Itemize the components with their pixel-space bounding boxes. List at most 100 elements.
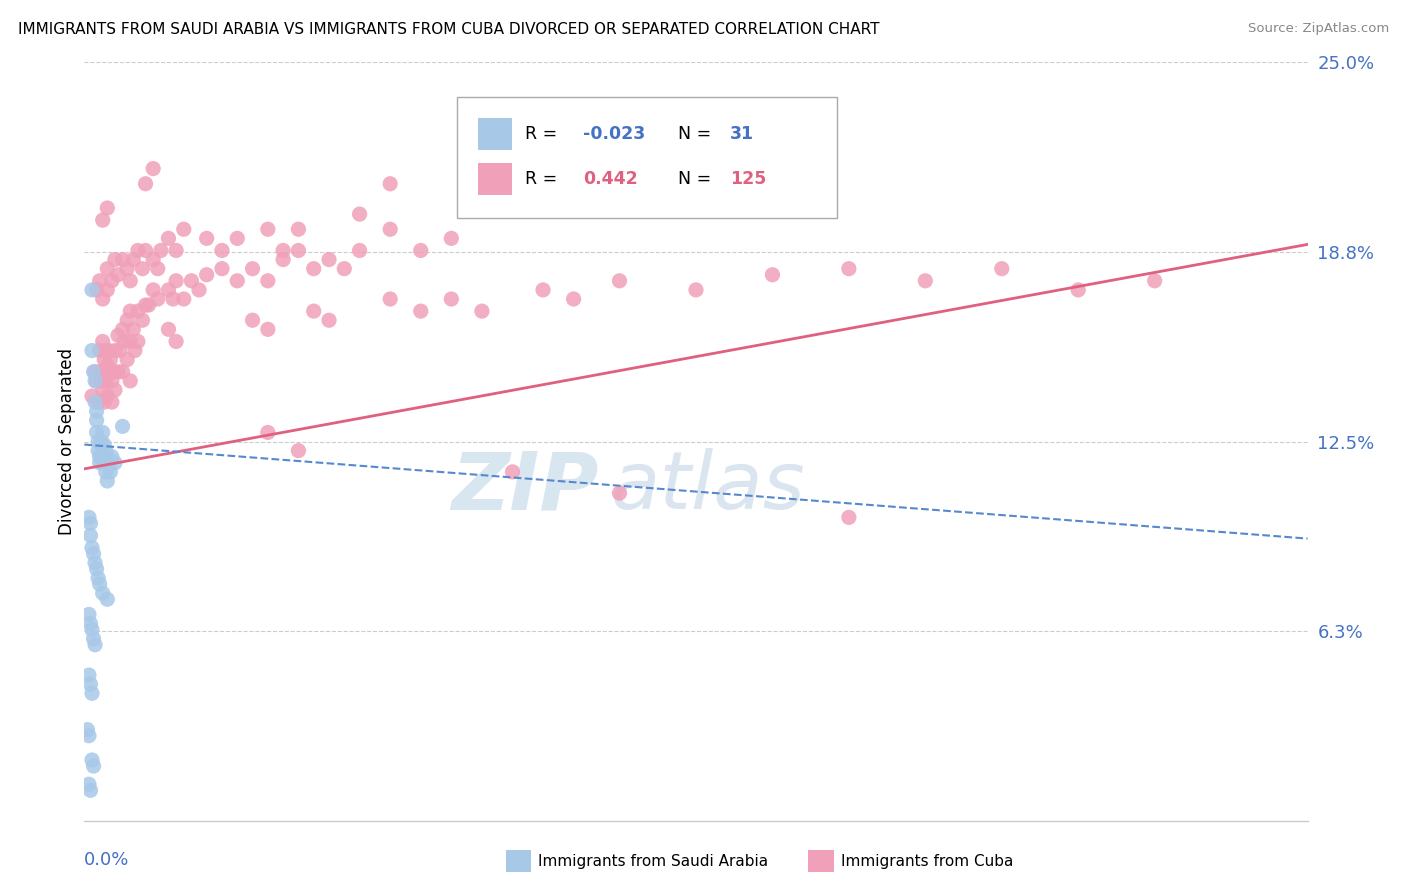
Point [180,274,202,288]
Point [79,516,101,531]
Point [127,334,149,349]
Point [131,313,153,327]
Point [531,192,554,206]
Point [91,292,114,306]
Point [77,510,100,524]
Point [97,456,120,470]
Point [440,231,463,245]
Point [173,222,195,236]
Point [108,343,131,358]
Point [80,686,103,700]
Point [120,334,142,349]
Point [127,304,149,318]
Point [87,443,110,458]
Point [91,425,114,440]
Point [90,434,112,449]
Point [84,374,107,388]
Point [318,313,340,327]
Point [211,261,233,276]
Point [146,292,169,306]
Point [838,510,860,524]
Point [107,268,129,282]
Point [135,244,157,258]
Point [80,389,103,403]
Point [1067,283,1090,297]
Point [91,383,114,397]
Point [89,577,111,591]
Y-axis label: Divorced or Separated: Divorced or Separated [58,348,76,535]
Text: ZIP: ZIP [451,448,598,526]
Point [93,352,115,367]
Point [93,395,115,409]
Point [101,450,124,464]
Text: Immigrants from Cuba: Immigrants from Cuba [841,855,1014,869]
Point [409,304,432,318]
Point [349,244,371,258]
Point [173,292,195,306]
Point [157,322,180,336]
Point [157,283,180,297]
Point [96,261,118,276]
Point [93,437,115,451]
Point [96,450,118,464]
Text: atlas: atlas [610,448,806,526]
Point [96,389,118,403]
Text: 31: 31 [730,125,755,143]
Point [271,244,294,258]
Point [87,395,110,409]
Point [96,474,118,488]
Point [104,383,127,397]
Point [90,374,112,388]
Point [142,252,165,267]
Point [84,638,107,652]
Point [271,252,294,267]
Point [502,465,524,479]
Point [226,231,249,245]
Point [87,571,110,585]
Point [287,244,309,258]
Point [124,343,146,358]
Point [98,465,121,479]
Point [79,783,101,797]
Point [111,365,134,379]
Point [135,177,157,191]
Point [142,161,165,176]
Point [94,374,117,388]
Point [162,292,184,306]
Point [380,177,402,191]
Point [77,668,100,682]
Point [562,292,585,306]
Point [149,244,172,258]
Point [157,231,180,245]
Point [96,359,118,373]
Point [98,352,121,367]
Point [165,244,187,258]
Point [318,252,340,267]
Point [83,759,105,773]
Point [86,374,108,388]
Text: IMMIGRANTS FROM SAUDI ARABIA VS IMMIGRANTS FROM CUBA DIVORCED OR SEPARATED CORRE: IMMIGRANTS FROM SAUDI ARABIA VS IMMIGRAN… [18,22,880,37]
Point [103,365,125,379]
Point [96,283,118,297]
Point [77,777,100,791]
Point [84,395,107,409]
Point [609,274,631,288]
Point [83,365,105,379]
Point [80,623,103,637]
Point [84,556,107,570]
Point [257,425,280,440]
Text: Source: ZipAtlas.com: Source: ZipAtlas.com [1249,22,1389,36]
Point [127,244,149,258]
Point [84,365,107,379]
Point [287,222,309,236]
Point [80,283,103,297]
Point [115,313,138,327]
Point [97,343,120,358]
Text: N =: N = [678,170,711,188]
Point [440,292,463,306]
Point [409,244,432,258]
Point [86,413,108,427]
Point [89,450,111,464]
Text: -0.023: -0.023 [583,125,645,143]
Point [302,261,325,276]
